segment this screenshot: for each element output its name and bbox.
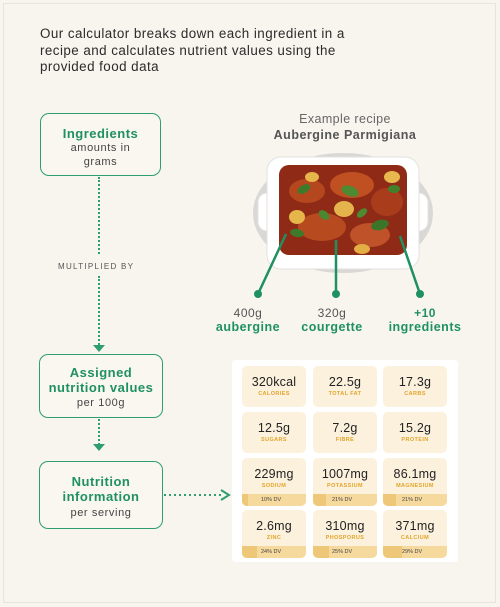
nutrient-label: PROTEIN (401, 437, 429, 443)
nutrient-label: ZINC (266, 535, 282, 541)
daily-value-bar: 10% DV (242, 494, 306, 506)
callout-courgette: 320g courgette (296, 306, 368, 334)
connector-line (98, 177, 100, 254)
nutrient-value: 86.1mg (393, 467, 437, 481)
multiplied-by-label: MULTIPLIED BY (58, 262, 135, 271)
recipe-caption: Example recipe Aubergine Parmigiana (250, 112, 440, 142)
nutrient-value: 12.5g (257, 421, 291, 435)
nutrient-label: SODIUM (261, 483, 287, 489)
ingredients-subtitle: amounts in grams (70, 142, 131, 168)
nutrient-label: CARBS (404, 391, 426, 397)
nutrient-label: FIBRE (335, 437, 355, 443)
daily-value-bar: 21% DV (383, 494, 447, 506)
nutrient-fibre: 7.2g FIBRE (313, 412, 377, 453)
nutrient-zinc: 2.6mg ZINC 24% DV (242, 510, 306, 558)
nutrient-value: 22.5g (328, 375, 362, 389)
nutrient-sugars: 12.5g SUGARS (242, 412, 306, 453)
connector-line (98, 276, 100, 345)
ingredients-title: Ingredients (62, 126, 139, 141)
arrow-down-icon (93, 444, 105, 451)
callout-more-ingredients: +10 ingredients (380, 306, 470, 334)
nutrient-label: POTASSIUM (327, 483, 363, 489)
page-frame (3, 3, 496, 603)
daily-value-bar: 29% DV (383, 546, 447, 558)
nutrient-value: 371mg (395, 519, 435, 533)
ingredients-box: Ingredients amounts in grams (40, 113, 161, 176)
daily-value-text: 21% DV (402, 497, 423, 503)
nutrition-info-subtitle: per serving (70, 507, 132, 519)
nutrient-magnesium: 86.1mg MAGNESIUM 21% DV (383, 458, 447, 506)
nutrient-value: 1007mg (321, 467, 369, 481)
nutrient-label: CALCIUM (400, 535, 430, 541)
assigned-values-title: Assigned nutrition values (48, 365, 154, 395)
callout-weight: +10 (414, 306, 436, 320)
nutrient-value: 310mg (325, 519, 365, 533)
connector-line (98, 419, 100, 445)
nutrient-potassium: 1007mg POTASSIUM 21% DV (313, 458, 377, 506)
callout-name: ingredients (388, 320, 462, 334)
daily-value-fill (313, 494, 327, 506)
daily-value-fill (313, 546, 329, 558)
recipe-name: Aubergine Parmigiana (273, 128, 417, 142)
nutrient-carbs: 17.3g CARBS (383, 366, 447, 407)
nutrient-value: 15.2g (398, 421, 432, 435)
nutrient-label: SUGARS (261, 437, 287, 443)
intro-text: Our calculator breaks down each ingredie… (40, 26, 345, 74)
callout-lines (254, 233, 424, 298)
nutrient-protein: 15.2g PROTEIN (383, 412, 447, 453)
arrow-down-icon (93, 345, 105, 352)
daily-value-fill (383, 546, 402, 558)
daily-value-text: 10% DV (261, 497, 282, 503)
nutrition-info-box: Nutrition information per serving (39, 461, 163, 529)
nutrient-value: 17.3g (398, 375, 432, 389)
nutrient-label: MAGNESIUM (396, 483, 434, 489)
nutrient-sodium: 229mg SODIUM 10% DV (242, 458, 306, 506)
daily-value-text: 25% DV (332, 549, 353, 555)
nutrient-value: 320kcal (251, 375, 297, 389)
nutrient-value: 7.2g (332, 421, 358, 435)
daily-value-fill (242, 546, 258, 558)
nutrient-label: TOTAL FAT (328, 391, 362, 397)
nutrient-calcium: 371mg CALCIUM 29% DV (383, 510, 447, 558)
callout-weight: 320g (317, 306, 347, 320)
assigned-values-box: Assigned nutrition values per 100g (39, 354, 163, 418)
daily-value-text: 29% DV (402, 549, 423, 555)
nutrition-info-title: Nutrition information (62, 474, 140, 504)
daily-value-text: 21% DV (332, 497, 353, 503)
nutrient-label: PHOSPORUS (325, 535, 365, 541)
recipe-caption-label: Example recipe (299, 112, 391, 126)
nutrient-total-fat: 22.5g TOTAL FAT (313, 366, 377, 407)
nutrient-value: 229mg (254, 467, 294, 481)
daily-value-bar: 24% DV (242, 546, 306, 558)
daily-value-bar: 21% DV (313, 494, 377, 506)
daily-value-fill (383, 494, 397, 506)
daily-value-fill (242, 494, 249, 506)
nutrient-calories: 320kcal CALORIES (242, 366, 306, 407)
recipe-dish-image (253, 153, 433, 273)
daily-value-bar: 25% DV (313, 546, 377, 558)
callout-aubergine: 400g aubergine (208, 306, 288, 334)
nutrient-label: CALORIES (258, 391, 290, 397)
callout-name: aubergine (215, 320, 281, 334)
nutrient-phosphorus: 310mg PHOSPORUS 25% DV (313, 510, 377, 558)
callout-name: courgette (301, 320, 363, 334)
daily-value-text: 24% DV (261, 549, 282, 555)
nutrition-grid: 320kcal CALORIES 22.5g TOTAL FAT 17.3g C… (232, 360, 458, 562)
nutrient-value: 2.6mg (256, 519, 292, 533)
assigned-values-subtitle: per 100g (76, 397, 126, 409)
callout-weight: 400g (233, 306, 263, 320)
arrow-right-icon (164, 489, 231, 501)
